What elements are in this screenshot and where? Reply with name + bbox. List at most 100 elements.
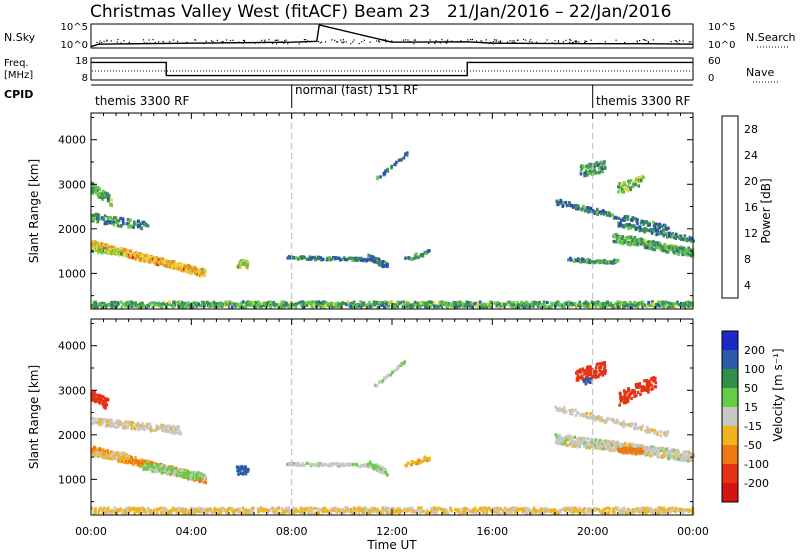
heatmap-cell: [597, 416, 600, 420]
heatmap-cell: [439, 301, 442, 305]
noise-search-point: [511, 40, 513, 42]
heatmap-cell: [192, 507, 195, 511]
heatmap-cell: [565, 438, 569, 442]
heatmap-cell: [455, 305, 459, 309]
heatmap-cell: [668, 450, 672, 454]
heatmap-cell: [99, 506, 103, 510]
heatmap-cell: [629, 186, 632, 190]
heatmap-cell: [579, 169, 583, 173]
heatmap-cell: [309, 462, 313, 466]
heatmap-cell: [368, 460, 372, 464]
heatmap-cell: [280, 300, 284, 304]
heatmap-cell: [157, 301, 161, 305]
heatmap-cell: [641, 449, 645, 453]
heatmap-cell: [291, 463, 294, 467]
heatmap-cell: [658, 226, 662, 230]
heatmap-cell: [593, 302, 597, 306]
heatmap-cell: [159, 464, 162, 468]
heatmap-cell: [306, 461, 309, 465]
heatmap-cell: [606, 416, 609, 421]
heatmap-cell: [578, 506, 581, 510]
heatmap-cell: [510, 302, 514, 306]
heatmap-cell: [174, 431, 177, 435]
heatmap-cell: [658, 241, 662, 246]
heatmap-cell: [414, 256, 418, 260]
noise-search-point: [116, 41, 118, 43]
noise-search-point: [284, 40, 286, 42]
noise-search-point: [562, 41, 564, 43]
heatmap-cell: [134, 257, 137, 261]
heatmap-cell: [115, 455, 119, 460]
heatmap-cell: [110, 198, 113, 202]
heatmap-cell: [658, 246, 662, 250]
heatmap-cell: [123, 453, 127, 457]
heatmap-cell: [642, 227, 646, 231]
noise-search-point: [232, 42, 234, 44]
heatmap-cell: [444, 508, 448, 512]
noise-search-point: [636, 41, 638, 43]
heatmap-cell: [102, 304, 106, 308]
heatmap-cell: [189, 265, 192, 269]
heatmap-cell: [93, 446, 97, 450]
heatmap-cell: [121, 220, 125, 224]
beam-label: Beam 23: [354, 2, 430, 22]
heatmap-cell: [633, 394, 636, 398]
heatmap-cell: [284, 510, 288, 514]
heatmap-cell: [501, 302, 504, 306]
heatmap-cell: [303, 510, 307, 514]
heatmap-cell: [611, 213, 614, 217]
heatmap-cell: [311, 305, 315, 309]
heatmap-cell: [283, 303, 287, 307]
cpid-segment-1: themis 3300 RF: [95, 94, 189, 108]
heatmap-cell: [161, 302, 165, 306]
heatmap-cell: [418, 305, 422, 309]
power-heatmap: [90, 151, 695, 309]
heatmap-cell: [322, 510, 325, 514]
heatmap-cell: [321, 508, 325, 512]
heatmap-cell: [159, 423, 163, 427]
heatmap-cell: [245, 259, 248, 263]
heatmap-cell: [170, 266, 174, 270]
heatmap-cell: [91, 215, 94, 219]
heatmap-cell: [601, 419, 604, 423]
heatmap-cell: [356, 258, 359, 262]
heatmap-cell: [168, 469, 171, 474]
heatmap-cell: [552, 511, 556, 515]
heatmap-cell: [558, 434, 561, 438]
heatmap-cell: [244, 305, 248, 309]
heatmap-cell: [684, 301, 688, 305]
heatmap-cell: [586, 208, 589, 212]
heatmap-cell: [246, 260, 250, 264]
heatmap-cell: [405, 464, 408, 468]
heatmap-cell: [393, 509, 397, 513]
heatmap-cell: [661, 455, 664, 459]
heatmap-cell: [101, 508, 105, 512]
heatmap-cell: [609, 417, 612, 421]
heatmap-cell: [485, 509, 489, 513]
heatmap-cell: [150, 464, 154, 468]
heatmap-cell: [680, 304, 683, 308]
heatmap-cell: [99, 417, 103, 422]
noise-search-point: [194, 39, 196, 41]
heatmap-cell: [423, 455, 426, 459]
heatmap-cell: [107, 194, 111, 198]
heatmap-cell: [112, 220, 116, 225]
heatmap-cell: [582, 165, 585, 169]
heatmap-cell: [572, 510, 576, 514]
heatmap-cell: [599, 439, 602, 443]
heatmap-cell: [628, 392, 631, 396]
heatmap-cell: [109, 424, 112, 428]
heatmap-cell: [319, 256, 323, 260]
heatmap-cell: [563, 301, 567, 305]
noise-search-point: [578, 41, 580, 43]
heatmap-cell: [393, 369, 397, 373]
noise-search-point: [154, 42, 156, 44]
heatmap-cell: [112, 424, 116, 428]
nave-ytick-bottom-right: 0: [708, 73, 714, 84]
heatmap-cell: [614, 259, 618, 263]
heatmap-cell: [381, 264, 384, 269]
heatmap-cell: [362, 301, 366, 305]
noise-search-point: [531, 41, 533, 43]
heatmap-cell: [313, 255, 317, 259]
heatmap-cell: [570, 436, 574, 440]
